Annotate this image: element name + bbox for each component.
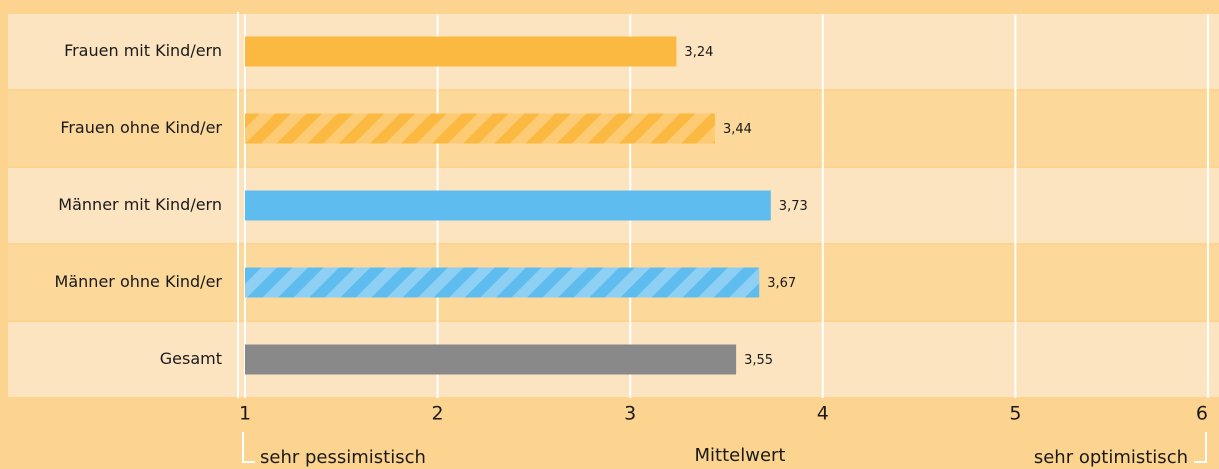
category-label: Frauen mit Kind/ern xyxy=(64,41,222,60)
category-label: Männer ohne Kind/er xyxy=(55,272,223,291)
bar xyxy=(245,190,771,221)
value-label: 3,73 xyxy=(779,199,808,214)
value-label: 3,24 xyxy=(684,45,713,60)
x-tick-label: 2 xyxy=(432,403,444,425)
bracket xyxy=(242,432,255,463)
x-tick-label: 3 xyxy=(624,403,636,425)
bar xyxy=(245,344,737,375)
bar xyxy=(245,267,760,298)
bracket xyxy=(1194,432,1207,463)
x-tick-label: 1 xyxy=(239,403,251,425)
annotation: sehr optimistisch xyxy=(1034,447,1188,468)
category-label: Männer mit Kind/ern xyxy=(58,195,222,214)
value-label: 3,44 xyxy=(723,122,752,137)
bar xyxy=(245,113,715,144)
bar xyxy=(245,36,677,67)
value-label: 3,55 xyxy=(744,353,773,368)
value-label: 3,67 xyxy=(767,276,796,291)
annotation: sehr pessimistisch xyxy=(260,447,426,468)
category-label: Frauen ohne Kind/er xyxy=(60,118,222,137)
x-tick-label: 4 xyxy=(817,403,829,425)
category-label: Gesamt xyxy=(160,349,222,368)
x-tick-label: 6 xyxy=(1196,403,1208,425)
x-tick-label: 5 xyxy=(1009,403,1021,425)
annotation: Mittelwert xyxy=(695,445,786,466)
